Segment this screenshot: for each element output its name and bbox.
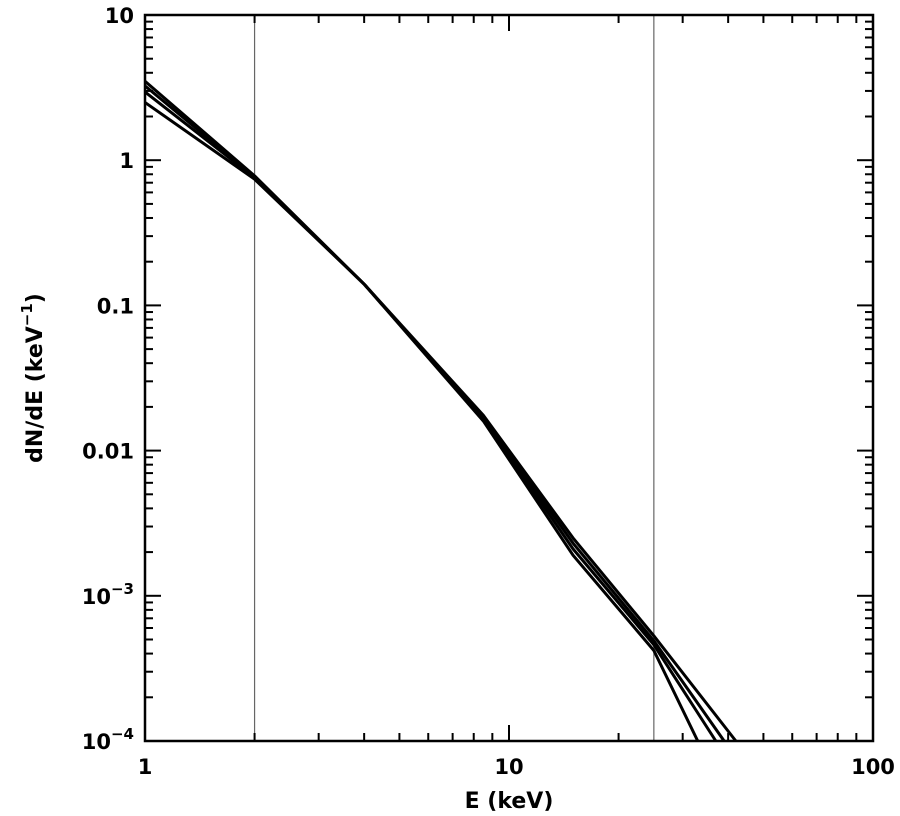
- series-line-1: [144, 84, 718, 742]
- y-tick-labels: 10 1 0.1 0.01 10−3 10−4: [82, 4, 134, 754]
- x-tick-labels: 1 10 100: [138, 755, 895, 779]
- x-tick-label-2: 100: [851, 755, 895, 779]
- y-tick-label-0: 10: [105, 4, 134, 28]
- series-lines: [144, 80, 738, 742]
- y-tick-label-5: 10−4: [82, 725, 134, 754]
- y-axis-label-main: dN/dE (keV: [23, 326, 48, 463]
- x-tick-label-0: 1: [138, 755, 153, 779]
- y-tick-label-4: 10−3: [82, 580, 134, 609]
- series-line-2: [144, 90, 726, 742]
- y-axis-label-suffix: ): [23, 293, 48, 303]
- y-tick-label-1: 1: [119, 149, 134, 173]
- series-line-3: [144, 101, 738, 742]
- y-tick-label-2: 0.1: [97, 294, 134, 318]
- series-line-0: [144, 80, 700, 742]
- x-axis-label: E (keV): [465, 789, 554, 814]
- reference-lines: [253, 15, 655, 741]
- y-tick-label-3: 0.01: [82, 440, 134, 464]
- y-axis-label: dN/dE (keV−1): [18, 293, 48, 463]
- x-tick-label-1: 10: [494, 755, 523, 779]
- y-axis-label-superscript: −1: [18, 303, 36, 326]
- plot-frame: [143, 13, 875, 743]
